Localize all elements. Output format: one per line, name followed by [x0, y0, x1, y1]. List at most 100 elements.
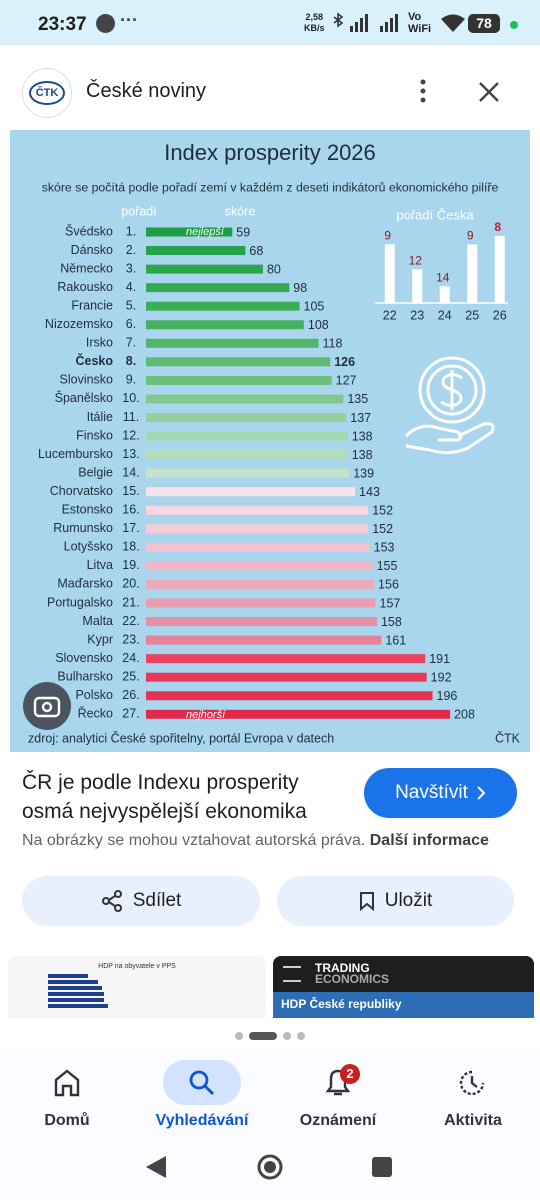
rank-label: 9. — [126, 373, 136, 387]
chart-title: Index prosperity 2026 — [164, 140, 376, 165]
disclaimer: Na obrázky se mohou vztahovat autorská p… — [22, 832, 489, 850]
inset-value-label: 9 — [467, 229, 474, 243]
rank-label: 19. — [122, 558, 139, 572]
dollar-icon — [404, 356, 495, 455]
value-label: 158 — [381, 615, 402, 629]
save-button[interactable]: Uložit — [277, 876, 514, 926]
chevron — [477, 786, 486, 800]
rank-label: 8. — [126, 354, 136, 368]
bar — [146, 246, 246, 256]
value-label: 152 — [372, 504, 393, 518]
value-label: 127 — [336, 374, 357, 388]
thumb-chart — [48, 974, 108, 1008]
category-label: Slovensko — [55, 651, 113, 665]
share-button[interactable]: Sdílet — [22, 876, 260, 926]
category-label: Bulharsko — [57, 669, 113, 683]
category-label: Švédsko — [65, 223, 113, 238]
inset-value-label: 14 — [436, 270, 450, 284]
hamburger — [283, 966, 301, 982]
more-info[interactable]: Další informace — [369, 832, 489, 849]
rank-label: 4. — [126, 280, 136, 294]
site-logo: ČTK — [22, 68, 72, 118]
result-headline[interactable]: ČR je podle Indexu prosperity osmá nejvy… — [22, 771, 307, 823]
rank-label: 1. — [126, 224, 136, 238]
bar — [146, 524, 369, 534]
inset-title: pořadí Česka — [396, 207, 474, 222]
bar — [146, 542, 370, 552]
chart-image: Index prosperity 2026 skóre se počítá pod… — [10, 130, 530, 752]
category-label: Chorvatsko — [50, 484, 113, 498]
bar — [146, 394, 344, 404]
value-label: 126 — [334, 355, 355, 369]
bar — [146, 505, 369, 515]
close-button[interactable] — [477, 80, 501, 104]
brand-2: ECONOMICS — [315, 972, 390, 986]
logo-text: ČTK — [29, 81, 65, 105]
value-header: skóre — [225, 204, 256, 218]
inset-bar — [384, 244, 395, 303]
lens-button[interactable] — [23, 682, 71, 730]
bar — [146, 320, 304, 330]
visit-button[interactable]: Navštívit — [364, 768, 517, 818]
rank-label: 12. — [122, 428, 139, 442]
menu-button[interactable] — [412, 78, 434, 106]
value-label: 191 — [429, 652, 450, 666]
rank-label: 26. — [122, 688, 139, 702]
value-label: 137 — [350, 411, 371, 425]
rank-label: 20. — [122, 577, 139, 591]
nav-notifications[interactable]: Oznámení — [299, 1112, 377, 1129]
value-label: 118 — [323, 337, 343, 351]
rank-label: 24. — [122, 651, 139, 665]
rank-label: 27. — [122, 707, 139, 721]
rank-label: 10. — [122, 391, 139, 405]
bar — [146, 691, 433, 701]
nav-icons — [54, 1069, 485, 1097]
value-label: 138 — [352, 429, 373, 443]
net-speed: 2,58 KB/s — [304, 12, 325, 34]
value-label: 161 — [385, 633, 406, 647]
bar — [146, 413, 347, 422]
inset-category: 25 — [465, 308, 479, 322]
nav-home[interactable]: Domů — [44, 1112, 90, 1129]
bar — [146, 709, 451, 719]
category-label: Polsko — [75, 688, 113, 702]
share-label: Sdílet — [132, 890, 182, 911]
inset-value-label: 12 — [409, 254, 423, 268]
category-label: Německo — [60, 261, 113, 275]
rank-label: 11. — [123, 410, 139, 424]
bar — [146, 338, 319, 348]
category-label: Řecko — [78, 706, 113, 721]
value-label: 192 — [431, 670, 452, 684]
bar — [146, 450, 348, 460]
rank-label: 23. — [122, 632, 139, 646]
value-label: 135 — [347, 392, 368, 406]
category-label: Rakousko — [57, 280, 113, 294]
related-thumb-2[interactable]: TRADING ECONOMICS HDP České republiky — [273, 956, 534, 1018]
visit-label: Navštívit — [395, 782, 468, 803]
category-label: Estonsko — [62, 503, 113, 517]
worst-annotation: nejhorší — [186, 709, 226, 721]
category-label: Lucembursko — [38, 447, 113, 461]
page-dot-active — [249, 1032, 277, 1040]
rank-label: 21. — [122, 595, 139, 609]
inset-bar — [467, 244, 478, 303]
value-label: 105 — [304, 299, 325, 313]
rank-label: 13. — [122, 447, 139, 461]
bar — [146, 654, 426, 664]
nav-search[interactable]: Vyhledávání — [155, 1112, 249, 1129]
rank-label: 16. — [122, 503, 139, 517]
value-label: 80 — [267, 262, 281, 276]
value-label: 152 — [372, 522, 393, 536]
bar — [146, 487, 356, 497]
category-label: Finsko — [76, 428, 113, 442]
category-label: Itálie — [87, 410, 113, 424]
bar — [146, 357, 331, 367]
category-label: Portugalsko — [47, 595, 113, 609]
category-label: Rumunsko — [53, 521, 113, 535]
battery: 78 — [468, 14, 500, 33]
rank-header: pořadí — [121, 204, 157, 218]
related-thumb-1[interactable]: HDP na obyvatele v PPS — [8, 956, 266, 1018]
nav-activity[interactable]: Aktivita — [444, 1112, 502, 1129]
value-label: 98 — [293, 281, 307, 295]
dot — [510, 21, 518, 29]
